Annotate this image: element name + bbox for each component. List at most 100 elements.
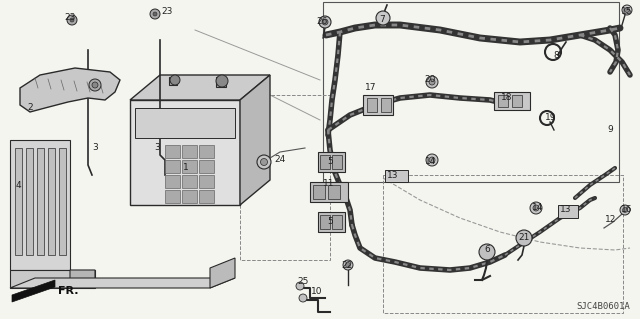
Bar: [328, 185, 340, 199]
Bar: [182, 145, 197, 158]
Circle shape: [67, 15, 77, 25]
Polygon shape: [20, 68, 120, 112]
Text: 23: 23: [161, 8, 173, 17]
Text: 4: 4: [15, 181, 21, 189]
Circle shape: [216, 75, 228, 87]
Circle shape: [533, 205, 539, 211]
Circle shape: [622, 5, 632, 15]
Polygon shape: [48, 148, 55, 255]
Circle shape: [296, 282, 304, 290]
Text: 2: 2: [27, 103, 33, 113]
Polygon shape: [558, 205, 578, 218]
Bar: [512, 95, 522, 107]
Text: 3: 3: [154, 144, 160, 152]
Bar: [240, 95, 330, 260]
Bar: [199, 190, 214, 203]
Polygon shape: [310, 182, 348, 202]
Text: 11: 11: [323, 180, 335, 189]
Bar: [165, 175, 180, 188]
Bar: [182, 190, 197, 203]
Text: 22: 22: [341, 261, 353, 270]
Polygon shape: [494, 92, 530, 110]
Circle shape: [530, 202, 542, 214]
Text: 15: 15: [621, 8, 633, 17]
Text: 5: 5: [327, 158, 333, 167]
Polygon shape: [318, 152, 345, 172]
Circle shape: [150, 9, 160, 19]
Bar: [199, 160, 214, 173]
Polygon shape: [26, 148, 33, 255]
Text: 24: 24: [275, 155, 285, 165]
Bar: [383, 175, 623, 313]
Text: 18: 18: [501, 93, 513, 102]
Text: 26: 26: [316, 18, 328, 26]
Text: 6: 6: [484, 246, 490, 255]
Bar: [498, 95, 508, 107]
Polygon shape: [37, 148, 44, 255]
Bar: [332, 215, 342, 229]
Text: SJC4B0601A: SJC4B0601A: [576, 302, 630, 311]
Circle shape: [623, 207, 627, 212]
Bar: [182, 160, 197, 173]
Polygon shape: [10, 140, 70, 270]
Bar: [323, 2, 619, 182]
Text: 9: 9: [607, 125, 613, 135]
Circle shape: [346, 263, 351, 268]
Text: 7: 7: [379, 16, 385, 25]
Polygon shape: [210, 258, 235, 288]
Circle shape: [426, 154, 438, 166]
Bar: [182, 175, 197, 188]
Polygon shape: [130, 100, 240, 205]
Polygon shape: [216, 77, 226, 87]
Text: 25: 25: [298, 277, 308, 286]
Polygon shape: [70, 270, 95, 288]
Polygon shape: [363, 95, 393, 115]
Text: 5: 5: [327, 218, 333, 226]
Bar: [165, 190, 180, 203]
Text: 19: 19: [545, 114, 557, 122]
Bar: [367, 98, 377, 112]
Circle shape: [429, 79, 435, 85]
Text: 21: 21: [518, 233, 530, 241]
Circle shape: [257, 155, 271, 169]
Text: 13: 13: [560, 205, 572, 214]
Bar: [320, 215, 330, 229]
Polygon shape: [10, 278, 235, 288]
Bar: [313, 185, 325, 199]
Text: 3: 3: [92, 144, 98, 152]
Text: 14: 14: [532, 204, 544, 212]
Circle shape: [170, 75, 180, 85]
Polygon shape: [385, 170, 408, 182]
Text: 23: 23: [64, 13, 76, 23]
Circle shape: [322, 19, 328, 25]
Circle shape: [260, 159, 268, 166]
Polygon shape: [130, 75, 270, 100]
Text: 1: 1: [183, 164, 189, 173]
Bar: [381, 98, 391, 112]
Text: 16: 16: [621, 205, 633, 214]
Circle shape: [429, 157, 435, 163]
Text: 8: 8: [553, 50, 559, 60]
Polygon shape: [12, 280, 55, 302]
Text: 20: 20: [424, 76, 436, 85]
Bar: [165, 145, 180, 158]
Polygon shape: [15, 148, 22, 255]
Bar: [332, 155, 342, 169]
Polygon shape: [135, 108, 235, 138]
Circle shape: [625, 8, 630, 12]
Polygon shape: [169, 77, 177, 85]
Circle shape: [319, 16, 331, 28]
Circle shape: [376, 11, 390, 25]
Text: 12: 12: [605, 216, 617, 225]
Polygon shape: [240, 75, 270, 205]
Polygon shape: [10, 270, 95, 288]
Text: 10: 10: [311, 286, 323, 295]
Bar: [199, 175, 214, 188]
Text: 14: 14: [426, 158, 436, 167]
Polygon shape: [318, 212, 345, 232]
Circle shape: [92, 82, 98, 88]
Circle shape: [426, 76, 438, 88]
Bar: [165, 160, 180, 173]
Text: FR.: FR.: [58, 286, 79, 296]
Bar: [320, 155, 330, 169]
